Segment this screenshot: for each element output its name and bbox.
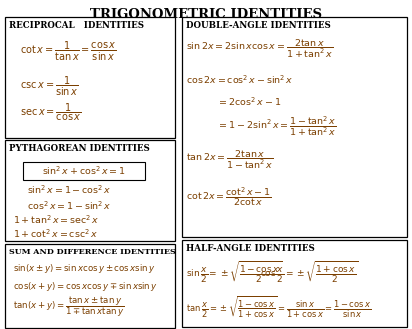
Text: SUM AND DIFFERENCE IDENTITIES: SUM AND DIFFERENCE IDENTITIES bbox=[9, 248, 176, 256]
Text: PYTHAGOREAN IDENTITIES: PYTHAGOREAN IDENTITIES bbox=[9, 144, 150, 153]
Text: $\cot x = \dfrac{1}{\tan x} = \dfrac{\cos x}{\sin x}$: $\cot x = \dfrac{1}{\tan x} = \dfrac{\co… bbox=[20, 40, 117, 63]
Text: HALF-ANGLE IDENTITIES: HALF-ANGLE IDENTITIES bbox=[186, 244, 315, 253]
Text: $\sin^2 x + \cos^2 x = 1$: $\sin^2 x + \cos^2 x = 1$ bbox=[42, 164, 126, 177]
Text: $\cos(x + y) = \cos x\cos y \mp \sin x\sin y$: $\cos(x + y) = \cos x\cos y \mp \sin x\s… bbox=[13, 280, 158, 293]
Text: $\tan\dfrac{x}{2} = \pm\sqrt{\dfrac{1-\cos x}{1+\cos x}} = \dfrac{\sin x}{1+\cos: $\tan\dfrac{x}{2} = \pm\sqrt{\dfrac{1-\c… bbox=[186, 294, 372, 319]
Text: $\cos 2x = \cos^2 x - \sin^2 x$: $\cos 2x = \cos^2 x - \sin^2 x$ bbox=[186, 73, 294, 86]
Text: $\sin\dfrac{x}{2} = \pm\sqrt{\dfrac{1 - \cos x}{2}}$: $\sin\dfrac{x}{2} = \pm\sqrt{\dfrac{1 - … bbox=[186, 259, 282, 285]
Bar bbox=[5, 17, 175, 138]
Text: $\sec x = \dfrac{1}{\cos x}$: $\sec x = \dfrac{1}{\cos x}$ bbox=[20, 102, 82, 123]
Text: $\csc x = \dfrac{1}{\sin x}$: $\csc x = \dfrac{1}{\sin x}$ bbox=[20, 75, 79, 98]
Text: $\sin^2 x = 1 - \cos^2 x$: $\sin^2 x = 1 - \cos^2 x$ bbox=[27, 183, 112, 196]
Text: DOUBLE-ANGLE IDENTITIES: DOUBLE-ANGLE IDENTITIES bbox=[186, 21, 331, 30]
Bar bbox=[5, 244, 175, 328]
Text: $= 2\cos^2 x - 1$: $= 2\cos^2 x - 1$ bbox=[217, 95, 281, 108]
Text: TRIGONOMETRIC IDENTITIES: TRIGONOMETRIC IDENTITIES bbox=[90, 8, 322, 21]
Bar bbox=[182, 17, 407, 237]
Bar bbox=[23, 162, 145, 180]
Text: $\cos^2 x = 1 - \sin^2 x$: $\cos^2 x = 1 - \sin^2 x$ bbox=[27, 199, 112, 212]
Text: $\tan 2x = \dfrac{2\tan x}{1 - \tan^2 x}$: $\tan 2x = \dfrac{2\tan x}{1 - \tan^2 x}… bbox=[186, 149, 274, 171]
Text: $\cos\dfrac{x}{2} = \pm\sqrt{\dfrac{1 + \cos x}{2}}$: $\cos\dfrac{x}{2} = \pm\sqrt{\dfrac{1 + … bbox=[260, 259, 358, 285]
Text: $1 + \cot^2 x = \csc^2 x$: $1 + \cot^2 x = \csc^2 x$ bbox=[13, 227, 98, 240]
Text: $\cot 2x = \dfrac{\cot^2 x - 1}{2\cot x}$: $\cot 2x = \dfrac{\cot^2 x - 1}{2\cot x}… bbox=[186, 185, 272, 208]
Text: $\sin 2x = 2\sin x\cos x = \dfrac{2\tan x}{1 + \tan^2 x}$: $\sin 2x = 2\sin x\cos x = \dfrac{2\tan … bbox=[186, 38, 333, 60]
Bar bbox=[182, 240, 407, 327]
Text: $1 + \tan^2 x = \sec^2 x$: $1 + \tan^2 x = \sec^2 x$ bbox=[13, 213, 100, 226]
Text: $\tan(x + y) = \dfrac{\tan x \pm \tan y}{1 \mp \tan x\tan y}$: $\tan(x + y) = \dfrac{\tan x \pm \tan y}… bbox=[13, 294, 125, 319]
Text: RECIPROCAL   IDENTITIES: RECIPROCAL IDENTITIES bbox=[9, 21, 144, 30]
Text: $\sin(x \pm y) = \sin x\cos y \pm \cos x\sin y$: $\sin(x \pm y) = \sin x\cos y \pm \cos x… bbox=[13, 262, 156, 275]
Bar bbox=[5, 140, 175, 241]
Text: $= 1 - 2\sin^2 x = \dfrac{1 - \tan^2 x}{1 + \tan^2 x}$: $= 1 - 2\sin^2 x = \dfrac{1 - \tan^2 x}{… bbox=[217, 114, 337, 138]
